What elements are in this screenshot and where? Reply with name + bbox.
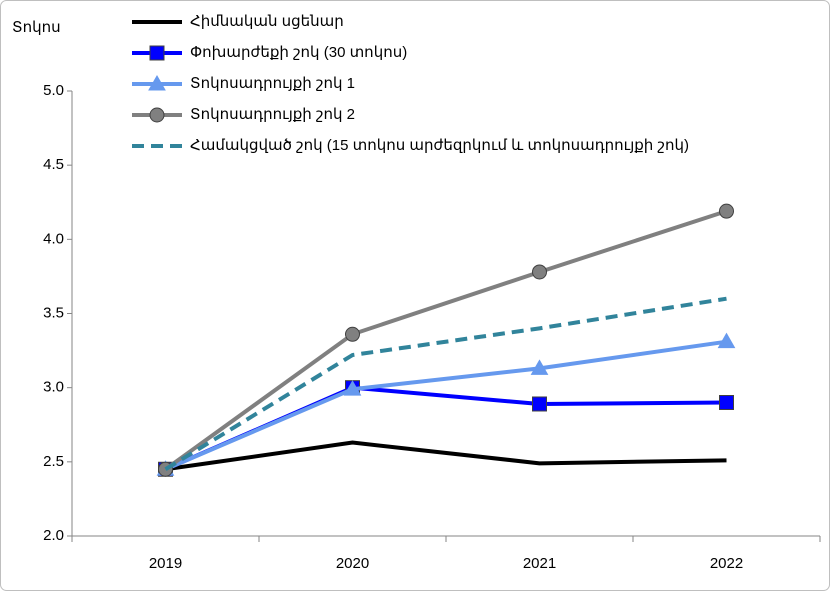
x-tick-label: 2022	[710, 555, 743, 572]
y-tick-label: 3.5	[43, 304, 64, 321]
data-point	[345, 326, 360, 342]
data-point	[719, 395, 734, 410]
x-tick-label: 2021	[523, 555, 556, 572]
legend-marker	[149, 45, 165, 61]
legend-label: Համակցված շոկ (15 տոկոս արժեզրկում և տոկ…	[190, 137, 689, 154]
series-line	[164, 209, 728, 471]
series-line	[164, 296, 727, 471]
legend-marker	[148, 74, 166, 91]
legend-label: Տոկոսադրույքի շոկ 1	[190, 75, 355, 92]
series-line	[164, 339, 727, 472]
legend-marker	[149, 107, 165, 123]
x-tick-label: 2020	[336, 555, 369, 572]
x-tick-label: 2019	[149, 555, 182, 572]
y-tick-label: 3.0	[43, 379, 64, 396]
y-tick-label: 2.0	[43, 527, 64, 544]
legend-label: Հիմնական սցենար	[190, 13, 344, 30]
data-point	[717, 332, 736, 349]
data-point	[532, 396, 547, 412]
data-point	[530, 359, 549, 375]
y-tick-label: 5.0	[43, 82, 64, 99]
data-point	[532, 264, 547, 280]
y-tick-label: 2.5	[43, 453, 64, 470]
y-tick-label: 4.5	[43, 156, 64, 173]
data-point	[343, 380, 362, 396]
series-line	[165, 440, 727, 472]
data-point	[719, 203, 734, 219]
y-axis-label: Տոկոս	[12, 19, 61, 36]
legend-label: Տոկոսադրույքի շոկ 2	[190, 106, 355, 123]
legend-label: Փոխարժեքի շոկ (30 տոկոս)	[190, 44, 407, 61]
y-tick-label: 4.0	[43, 230, 64, 247]
